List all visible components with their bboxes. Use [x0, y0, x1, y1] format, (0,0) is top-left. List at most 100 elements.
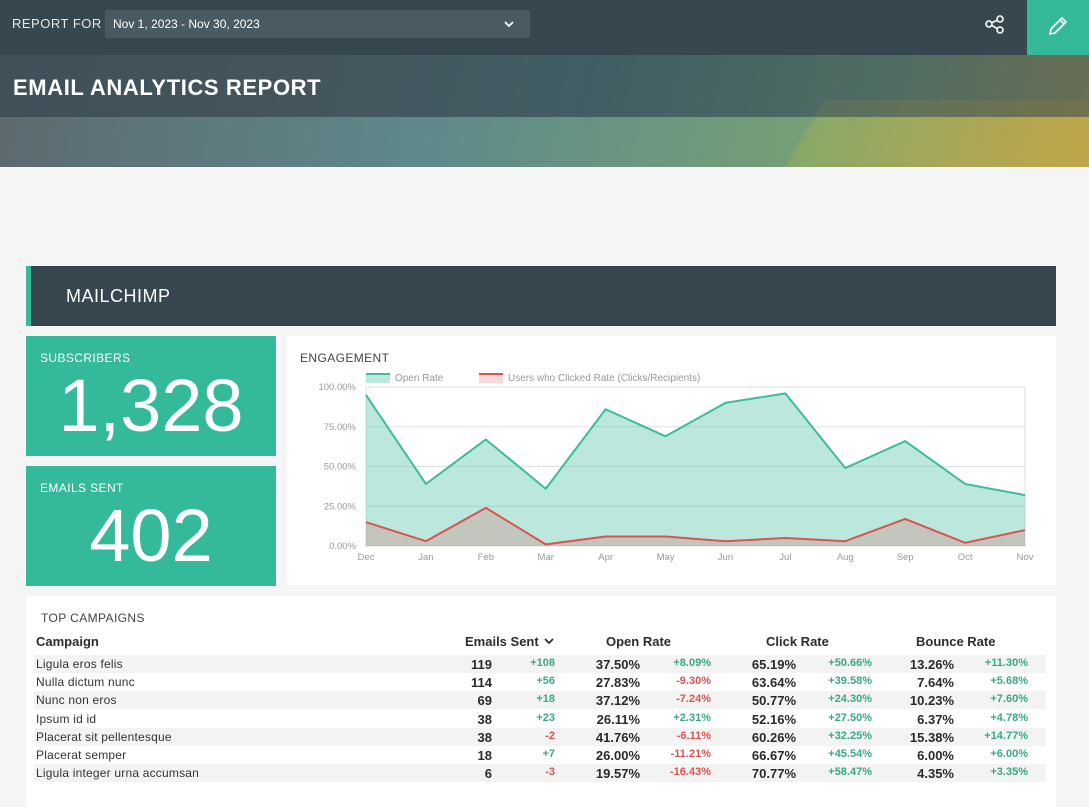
sort-desc-icon — [544, 638, 554, 645]
legend-swatch — [479, 374, 503, 383]
table-row[interactable]: Ligula integer urna accumsan 6 -3 19.57% -16… — [34, 764, 1046, 783]
cell-click-d: +24.30% — [828, 693, 872, 706]
cell-open: 26.00% — [595, 748, 640, 763]
cell-bounce: 4.35% — [917, 766, 954, 782]
x-tick-label: Mar — [538, 552, 554, 563]
cell-bounce-d: +6.00% — [990, 748, 1028, 760]
page-title: EMAIL ANALYTICS REPORT — [13, 75, 322, 100]
cell-open-d: -11.21% — [670, 748, 711, 760]
cell-open-d: -9.30% — [676, 675, 711, 688]
cell-click: 65.19% — [751, 657, 796, 672]
cell-sent: 18 — [477, 748, 492, 763]
x-tick-label: Jul — [779, 552, 791, 563]
table-title: TOP CAMPAIGNS — [41, 611, 145, 625]
cell-bounce-d: +4.78% — [990, 711, 1028, 724]
col-header-emails-sent[interactable]: Emails Sent — [465, 634, 554, 649]
col-header-bounce-rate[interactable]: Bounce Rate — [916, 634, 996, 649]
cell-click-d: +50.66% — [828, 657, 872, 669]
engagement-chart: 0.00% 25.00% 50.00% 75.00% 100.00% Dec Jan Feb M… — [318, 373, 1034, 563]
cell-click: 70.77% — [751, 766, 796, 782]
cell-sent-d: -2 — [545, 729, 555, 742]
y-tick-label: 25.00% — [324, 501, 357, 512]
cell-bounce-d: +3.35% — [990, 766, 1028, 779]
x-tick-label: Jun — [718, 552, 733, 563]
edit-button[interactable] — [1027, 0, 1089, 55]
series-line-clicked-rate — [365, 506, 1026, 546]
cell-open-d: -6.11% — [676, 729, 711, 742]
cell-open: 26.11% — [596, 711, 640, 727]
col-header-open-rate[interactable]: Open Rate — [606, 634, 672, 649]
share-icon — [985, 15, 1004, 34]
x-tick-label: Aug — [837, 552, 854, 563]
table-row[interactable]: Nulla dictum nunc 114 +56 27.83% -9.30% 63.64… — [34, 673, 1046, 691]
table-row[interactable]: Ipsum id id 38 +23 26.11% +2.31% 52.16% +27.50… — [34, 710, 1046, 728]
cell-click-d: +45.54% — [828, 748, 872, 760]
cell-open: 19.57% — [595, 766, 640, 782]
cell-bounce-d: +14.77% — [984, 729, 1028, 742]
campaign-name: Ligula eros felis — [36, 657, 123, 671]
cell-click-d: +27.50% — [828, 711, 872, 724]
cell-sent: 114 — [471, 675, 492, 691]
cell-sent-d: +56 — [536, 675, 555, 688]
y-tick-label: 0.00% — [329, 541, 356, 552]
cell-sent: 6 — [484, 766, 492, 782]
x-tick-label: Feb — [478, 552, 494, 563]
pencil-icon — [1049, 17, 1067, 35]
legend-label: Open Rate — [395, 373, 444, 384]
date-range-select[interactable]: Nov 1, 2023 - Nov 30, 2023 — [105, 10, 530, 38]
cell-bounce-d: +11.30% — [984, 657, 1028, 669]
campaign-name: Nunc non eros — [36, 693, 117, 708]
cell-click-d: +39.58% — [828, 675, 872, 688]
chart-title: ENGAGEMENT — [300, 351, 390, 365]
col-header-campaign[interactable]: Campaign — [36, 634, 99, 649]
cell-bounce: 7.64% — [917, 675, 954, 691]
cell-open: 37.12% — [595, 693, 640, 709]
campaign-name: Ipsum id id — [36, 711, 97, 726]
y-tick-label: 75.00% — [324, 422, 357, 433]
table-row[interactable]: Placerat semper 18 +7 26.00% -11.21% 66.67% +4… — [34, 746, 1046, 764]
series-area-open-rate — [366, 393, 1025, 546]
col-header-click-rate[interactable]: Click Rate — [766, 634, 829, 649]
cell-click: 63.64% — [751, 675, 796, 691]
legend-label: Users who Clicked Rate (Clicks/Recipient… — [508, 373, 700, 384]
y-tick-label: 100.00% — [318, 382, 356, 393]
cell-sent: 69 — [477, 693, 492, 709]
cell-open-d: -16.43% — [670, 766, 711, 779]
share-button[interactable] — [980, 12, 1010, 42]
cell-sent-d: +18 — [536, 693, 555, 706]
kpi-label: EMAILS SENT — [40, 481, 124, 495]
kpi-subscribers: SUBSCRIBERS 1,328 — [26, 336, 276, 456]
kpi-label: SUBSCRIBERS — [40, 351, 131, 365]
cell-click-d: +58.47% — [828, 766, 872, 779]
campaign-name: Ligula integer urna accumsan — [36, 766, 200, 781]
kpi-emails-sent: EMAILS SENT 402 — [26, 466, 276, 586]
kpi-value: 1,328 — [58, 364, 244, 447]
cell-click: 60.26% — [751, 729, 796, 745]
cell-sent: 38 — [477, 729, 492, 745]
cell-sent-d: -3 — [545, 766, 555, 779]
cell-open: 27.83% — [595, 675, 640, 691]
table-row[interactable]: Nunc non eros 69 +18 37.12% -7.24% 50.77% +24.… — [34, 691, 1046, 710]
cell-bounce: 15.38% — [909, 729, 954, 745]
series-line-open-rate — [365, 392, 1026, 497]
y-tick-label: 50.00% — [324, 462, 357, 473]
cell-click: 66.67% — [751, 748, 796, 763]
cell-sent-d: +23 — [536, 711, 555, 724]
table-row[interactable]: Placerat sit pellentesque 38 -2 41.76% -6.11… — [34, 727, 1046, 746]
cell-click: 50.77% — [751, 693, 796, 709]
cell-sent: 119 — [471, 657, 492, 672]
cell-open: 37.50% — [595, 657, 640, 672]
x-tick-label: Oct — [958, 552, 973, 563]
cell-bounce: 10.23% — [909, 693, 954, 709]
cell-sent-d: +108 — [530, 657, 555, 669]
cell-bounce: 6.00% — [917, 748, 954, 763]
table-row[interactable]: Ligula eros felis 119 +108 37.50% +8.09% 65.1… — [34, 655, 1046, 673]
report-for-label: REPORT FOR — [12, 16, 102, 31]
cell-bounce: 13.26% — [909, 657, 954, 672]
x-tick-label: Jan — [418, 552, 433, 563]
section-header: MAILCHIMP — [26, 266, 1056, 326]
cell-open-d: -7.24% — [676, 693, 711, 706]
legend-swatch — [366, 374, 390, 383]
kpi-value: 402 — [89, 494, 213, 577]
cell-bounce-d: +7.60% — [990, 693, 1028, 706]
